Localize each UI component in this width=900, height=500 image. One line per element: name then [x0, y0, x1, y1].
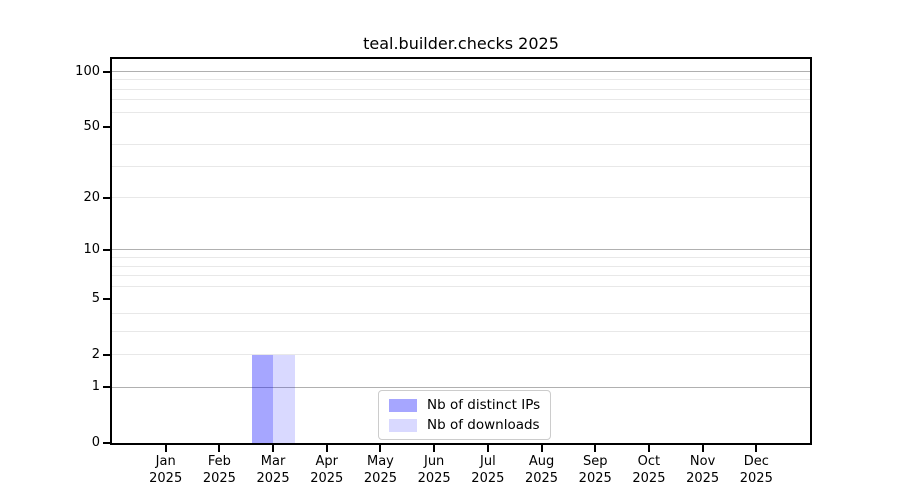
chart-title: teal.builder.checks 2025	[363, 34, 559, 53]
gridline-minor	[112, 111, 810, 113]
x-tick-label: Apr 2025	[295, 453, 359, 487]
x-tick-month: Dec	[743, 454, 769, 469]
y-tick-label: 2	[91, 346, 100, 362]
y-tick-label: 10	[83, 241, 100, 257]
legend: Nb of distinct IPs Nb of downloads	[378, 390, 552, 440]
gridline-minor	[112, 166, 810, 168]
gridline-minor	[112, 312, 810, 314]
y-tick-label: 20	[83, 189, 100, 205]
gridline-minor	[112, 79, 810, 81]
y-tick-mark	[103, 196, 110, 199]
legend-row: Nb of distinct IPs	[389, 397, 540, 413]
gridline-major	[112, 249, 810, 251]
x-tick-label: Jan 2025	[134, 453, 198, 487]
legend-swatch	[389, 398, 417, 412]
gridline-minor	[112, 330, 810, 332]
x-tick-year: 2025	[363, 471, 397, 486]
x-tick-year: 2025	[632, 471, 666, 486]
x-tick-month: May	[367, 454, 394, 469]
x-tick-label: Aug 2025	[510, 453, 574, 487]
x-tick-month: Aug	[528, 454, 555, 469]
gridline-minor	[112, 354, 810, 356]
y-tick-mark	[103, 70, 110, 73]
x-tick-label: Feb 2025	[187, 453, 251, 487]
plot-area: Nb of distinct IPs Nb of downloads	[110, 57, 812, 445]
y-tick-label: 50	[83, 118, 100, 134]
legend-label: Nb of distinct IPs	[427, 397, 541, 413]
gridline-minor	[112, 265, 810, 267]
x-tick-year: 2025	[524, 471, 559, 486]
x-tick-mark	[647, 445, 650, 452]
x-tick-mark	[164, 445, 167, 452]
x-tick-label: Nov 2025	[671, 453, 735, 487]
x-tick-mark	[701, 445, 704, 452]
x-tick-mark	[272, 445, 275, 452]
y-tick-mark	[103, 297, 110, 300]
gridline-minor	[112, 257, 810, 259]
x-tick-mark	[218, 445, 221, 452]
x-tick-mark	[486, 445, 489, 452]
gridline-minor	[112, 275, 810, 277]
x-tick-mark	[540, 445, 543, 452]
x-tick-label: May 2025	[348, 453, 412, 487]
y-tick-mark	[103, 386, 110, 389]
x-tick-label: Mar 2025	[241, 453, 305, 487]
legend-label: Nb of downloads	[427, 417, 540, 433]
x-tick-year: 2025	[471, 471, 505, 486]
x-tick-mark	[594, 445, 597, 452]
x-tick-year: 2025	[256, 471, 290, 486]
x-tick-mark	[325, 445, 328, 452]
y-tick-label: 0	[91, 435, 100, 450]
x-tick-year: 2025	[310, 471, 344, 486]
y-tick-mark	[103, 125, 110, 128]
gridline-minor	[112, 99, 810, 101]
gridline-major	[112, 71, 810, 73]
x-tick-label: Jun 2025	[402, 453, 466, 487]
x-tick-month: Jun	[423, 454, 445, 469]
x-tick-month: Jan	[155, 454, 176, 469]
x-tick-label: Sep 2025	[563, 453, 627, 487]
x-tick-year: 2025	[686, 471, 720, 486]
gridline-minor	[112, 197, 810, 199]
x-tick-label: Jul 2025	[456, 453, 520, 487]
gridline-minor	[112, 285, 810, 287]
gridline-minor	[112, 143, 810, 145]
x-tick-month: Sep	[582, 454, 608, 469]
legend-row: Nb of downloads	[389, 417, 540, 433]
x-tick-label: Dec 2025	[724, 453, 788, 487]
x-tick-month: Apr	[315, 454, 339, 469]
x-tick-month: Jul	[480, 454, 496, 469]
gridline-major	[112, 386, 810, 388]
x-tick-month: Oct	[637, 454, 661, 469]
legend-swatch	[389, 418, 417, 432]
x-tick-month: Mar	[260, 454, 286, 469]
y-tick-label: 1	[91, 379, 100, 395]
y-tick-mark	[103, 442, 110, 444]
gridline-minor	[112, 88, 810, 90]
x-tick-year: 2025	[417, 471, 451, 486]
x-tick-label: Oct 2025	[617, 453, 681, 487]
x-tick-year: 2025	[202, 471, 236, 486]
y-tick-label: 5	[91, 290, 100, 306]
x-tick-mark	[433, 445, 436, 452]
x-tick-mark	[755, 445, 758, 452]
x-tick-year: 2025	[739, 471, 773, 486]
x-tick-month: Nov	[689, 454, 716, 469]
x-tick-year: 2025	[578, 471, 612, 486]
y-tick-mark	[103, 248, 110, 251]
x-tick-mark	[379, 445, 382, 452]
bar-nb-of-downloads-mar	[273, 354, 295, 443]
bar-nb-of-distinct-ips-mar	[251, 354, 274, 443]
x-tick-year: 2025	[149, 471, 183, 486]
y-tick-mark	[103, 353, 110, 356]
x-tick-month: Feb	[207, 454, 231, 469]
y-tick-label: 100	[75, 63, 100, 79]
